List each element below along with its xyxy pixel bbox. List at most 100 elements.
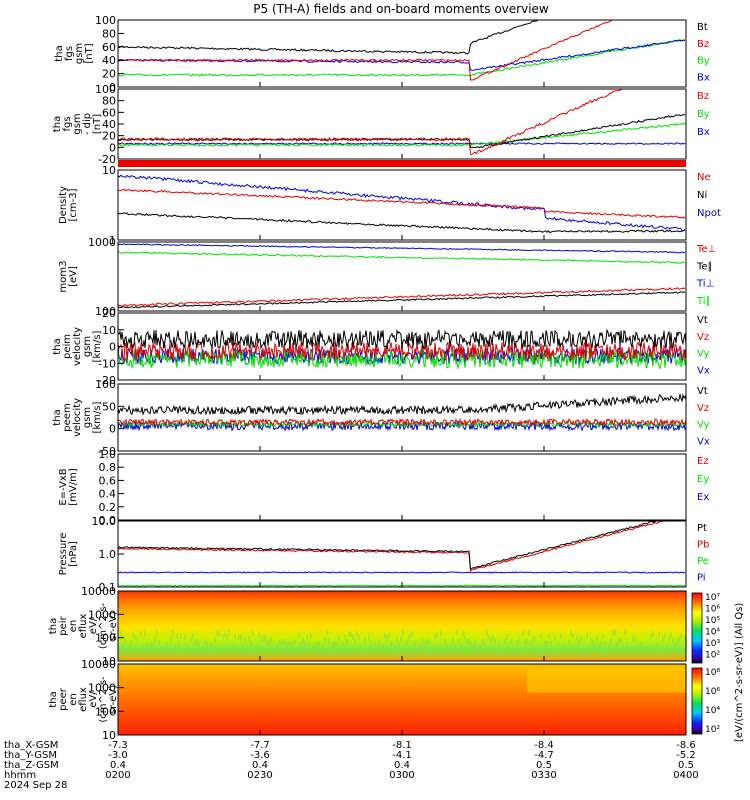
peir-pixel: [546, 640, 548, 647]
ti-perp-trace: [118, 243, 686, 254]
colorbar-tick-label: 10³: [705, 639, 720, 649]
peir-pixel: [388, 632, 390, 639]
peir-pixel: [480, 645, 482, 651]
peir-pixel: [578, 639, 580, 646]
colorbar-tick-label: 10⁸: [705, 668, 720, 678]
y-tick-label: 20: [102, 307, 116, 320]
peir-pixel: [572, 633, 574, 640]
peir-pixel: [666, 644, 668, 650]
peir-pixel: [328, 637, 330, 644]
te-par-trace: [118, 291, 686, 309]
peir-pixel: [660, 649, 662, 656]
peir-pixel: [640, 641, 642, 648]
peir-pixel: [160, 646, 162, 653]
panel-pressure: 10.0 1.0 0.1 Pressure [nPa] Pt Pb Pe Pi: [58, 515, 709, 594]
peir-pixel: [550, 640, 552, 647]
panel-fgs-dip-plot-area: [118, 89, 686, 155]
y-axis-label: [eV]: [68, 266, 79, 287]
peir-pixel: [658, 631, 660, 638]
peir-pixel: [670, 632, 672, 638]
y-axis-label: E=-VxB: [58, 468, 69, 505]
peir-pixel: [426, 638, 428, 645]
peir-pixel: [612, 629, 614, 636]
peir-pixel: [166, 641, 168, 648]
peir-pixel: [488, 634, 490, 641]
y-tick-label: 0.4: [99, 488, 117, 501]
peir-pixel: [418, 644, 420, 651]
peir-pixel: [552, 650, 554, 656]
peir-pixel: [428, 640, 430, 646]
by-trace: [118, 38, 686, 77]
peir-pixel: [432, 646, 434, 652]
peir-pixel: [224, 631, 226, 638]
y-tick-label: 40: [102, 118, 116, 131]
peir-pixel: [580, 635, 582, 641]
peir-pixel: [356, 630, 358, 637]
y-tick-label: 1: [109, 234, 116, 247]
y-axis-label: eV/: [88, 691, 99, 708]
y-axis-label: [mV/m]: [68, 468, 79, 506]
legend-Vt: Vt: [697, 315, 708, 326]
peir-pixel: [186, 645, 188, 651]
peir-pixel: [650, 633, 652, 640]
panel-efield: 1.00.80.60.40.20.0 E=-VxB [mV/m] Ez Ey Ex: [58, 448, 709, 527]
peir-pixel: [594, 642, 596, 648]
peir-pixel: [348, 631, 350, 638]
colorbar-tick-label: 10⁷: [705, 593, 720, 603]
colorbar-tick-label: 10⁴: [705, 706, 720, 716]
peir-pixel: [420, 642, 422, 649]
colorbar-tick-label: 10⁵: [705, 616, 720, 626]
y-tick-label: 100: [95, 632, 116, 645]
peir-pixel: [570, 630, 572, 637]
peir-pixel: [590, 636, 592, 643]
peir-pixel: [258, 632, 260, 638]
peir-pixel: [540, 632, 542, 639]
peir-pixel: [436, 632, 438, 638]
peir-pixel: [360, 646, 362, 652]
x-column-value: -7.3: [108, 740, 128, 751]
peir-pixel: [308, 642, 310, 649]
peir-pixel: [544, 640, 546, 647]
peir-pixel: [536, 648, 538, 654]
colorbar-tick-label: 10⁶: [705, 605, 720, 615]
ne-trace: [118, 188, 686, 219]
peir-pixel: [532, 637, 534, 643]
panel-peim-plot-area: [118, 328, 686, 371]
peir-pixel: [616, 641, 618, 648]
peir-pixel: [468, 638, 470, 645]
y-tick-label: 60: [102, 106, 116, 119]
peir-pixel: [340, 647, 342, 653]
panel-peer: 10000 1000 100 10 tha peer en eflux eV/(cm^2-s-s…: [48, 658, 687, 742]
y-axis-label: tha: [54, 45, 65, 61]
peir-pixel: [600, 640, 602, 647]
peir-pixel: [376, 646, 378, 652]
peir-pixel: [442, 649, 444, 655]
peir-pixel: [218, 630, 220, 637]
peir-pixel: [678, 636, 680, 642]
peir-pixel: [322, 645, 324, 652]
peir-pixel: [274, 650, 276, 656]
peir-pixel: [124, 638, 126, 645]
peir-pixel: [154, 636, 156, 643]
peir-pixel: [404, 644, 406, 651]
peir-pixel: [202, 646, 204, 653]
bt-dip-trace: [118, 113, 686, 149]
peir-pixel: [566, 648, 568, 655]
peir-pixel: [132, 632, 134, 639]
peir-pixel: [602, 633, 604, 640]
peir-pixel: [280, 640, 282, 646]
panel-peir: 10000 1000 100 10 tha peir en eflux eV/(cm^2-s-s…: [48, 585, 687, 668]
peir-pixel: [618, 638, 620, 645]
legend-Bx: Bx: [697, 127, 710, 138]
peir-pixel: [194, 640, 196, 647]
bz-dip-trace: [118, 89, 685, 155]
y-tick-label: 100: [95, 14, 116, 27]
peir-pixel: [130, 640, 132, 646]
vz-peem-trace: [118, 417, 686, 428]
y-tick-label: 0.6: [99, 474, 117, 487]
peir-pixel: [338, 634, 340, 641]
peir-pixel: [434, 633, 436, 640]
peir-pixel: [412, 630, 414, 637]
peir-pixel: [520, 650, 522, 657]
peir-pixel: [574, 648, 576, 654]
